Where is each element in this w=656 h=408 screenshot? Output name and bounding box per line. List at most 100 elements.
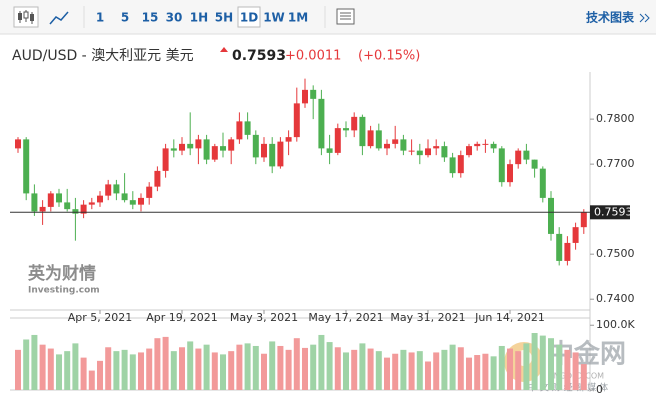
volume-bar: [425, 361, 431, 390]
candle-body: [195, 139, 202, 149]
candle-body: [441, 146, 448, 158]
candle-body: [285, 137, 292, 142]
candle-body: [572, 227, 579, 243]
x-tick-label: May 3, 2021: [230, 311, 298, 324]
last-price: 0.7593: [232, 48, 286, 64]
volume-bar: [334, 347, 341, 390]
candle-body: [154, 170, 161, 187]
link-arrow: [639, 13, 650, 23]
volume-bar: [548, 338, 554, 390]
interval-button[interactable]: 1M: [288, 11, 308, 25]
candle-body: [269, 143, 276, 167]
volume-bar: [531, 333, 538, 390]
candle-body: [425, 148, 431, 156]
volume-bar: [269, 341, 276, 390]
candle-body: [392, 139, 399, 144]
interval-button[interactable]: 1H: [190, 11, 208, 25]
candle-body: [539, 168, 546, 198]
candle-body: [375, 130, 382, 149]
candle-body: [129, 200, 136, 205]
candle-body: [179, 143, 185, 151]
volume-bar: [523, 343, 530, 390]
volume-bar: [97, 360, 103, 390]
volume-bar: [392, 353, 399, 390]
candle-body: [228, 139, 235, 151]
candle-body: [457, 155, 464, 174]
candle-body: [351, 116, 358, 131]
interval-button[interactable]: 1: [96, 11, 104, 25]
interval-button[interactable]: 1W: [263, 11, 285, 25]
volume-bar: [203, 344, 210, 390]
volume-bar: [343, 352, 349, 390]
volume-bar: [490, 356, 497, 390]
candle-body: [88, 202, 95, 205]
volume-bar: [318, 334, 325, 390]
candle-body: [498, 148, 505, 183]
volume-bar: [170, 351, 177, 390]
interval-button[interactable]: 5: [121, 11, 129, 25]
volume-bar: [556, 344, 563, 390]
volume-bar: [441, 349, 448, 390]
volume-bar: [285, 349, 292, 390]
candle-body: [384, 143, 390, 149]
x-tick-label: Jun 14, 2021: [474, 311, 545, 324]
volume-bar: [244, 343, 251, 390]
x-tick-label: May 17, 2021: [308, 311, 383, 324]
volume-bar: [195, 348, 202, 390]
interval-button[interactable]: 1D: [240, 11, 258, 25]
watermark-brand: 英为财情: [28, 263, 96, 284]
interval-button[interactable]: 5H: [215, 11, 233, 25]
volume-bar: [72, 343, 79, 390]
interval-button[interactable]: 30: [166, 11, 183, 25]
volume-bar: [138, 352, 144, 390]
interval-button[interactable]: 15: [142, 11, 159, 25]
line-icon[interactable]: [49, 11, 69, 25]
candle-body: [105, 184, 112, 196]
candle-body: [252, 134, 259, 158]
volume-bar: [482, 353, 489, 390]
volume-bar: [56, 354, 62, 390]
candle-body: [293, 103, 300, 138]
volume-tick-label: 0: [596, 383, 603, 396]
candle-body: [113, 184, 120, 194]
volume-bar: [564, 349, 571, 390]
volume-bar: [474, 355, 481, 390]
candle-body: [556, 233, 563, 261]
technical-chart-link[interactable]: 技术图表: [586, 10, 635, 25]
volume-bar: [302, 347, 308, 390]
table-icon[interactable]: [336, 8, 355, 25]
volume-bar: [23, 339, 30, 390]
volume-bar: [236, 344, 243, 390]
toolbar: [0, 0, 656, 34]
candle-body: [72, 209, 79, 214]
candle-body: [64, 202, 71, 210]
volume-bar: [187, 341, 194, 390]
volume-bar: [80, 357, 87, 390]
volume-bar: [359, 343, 366, 390]
volume-bar: [228, 351, 235, 390]
x-tick-label: Apr 5, 2021: [68, 311, 133, 324]
volume-bar: [154, 338, 161, 390]
volume-bar: [220, 354, 226, 390]
volume-bar: [47, 348, 54, 390]
volume-bar: [539, 335, 546, 390]
volume-tick-label: 100.0K: [596, 318, 635, 331]
candle-body: [310, 89, 317, 99]
candle-body: [466, 146, 472, 156]
volume-bar: [326, 342, 333, 390]
candle-body: [187, 143, 194, 149]
candle-body: [31, 193, 38, 212]
candle-icon[interactable]: [13, 6, 39, 28]
candle-body: [523, 150, 530, 160]
candle-body: [23, 139, 30, 194]
x-tick-label: Apr 19, 2021: [146, 311, 218, 324]
volume-bar: [31, 334, 38, 390]
candle-body: [261, 143, 267, 158]
candle-body: [515, 150, 522, 165]
y-tick-label: 0.7700: [596, 157, 635, 170]
volume-bar: [277, 345, 284, 390]
candle-body: [220, 146, 226, 151]
candle-body: [343, 128, 349, 131]
candle-body: [15, 139, 21, 149]
